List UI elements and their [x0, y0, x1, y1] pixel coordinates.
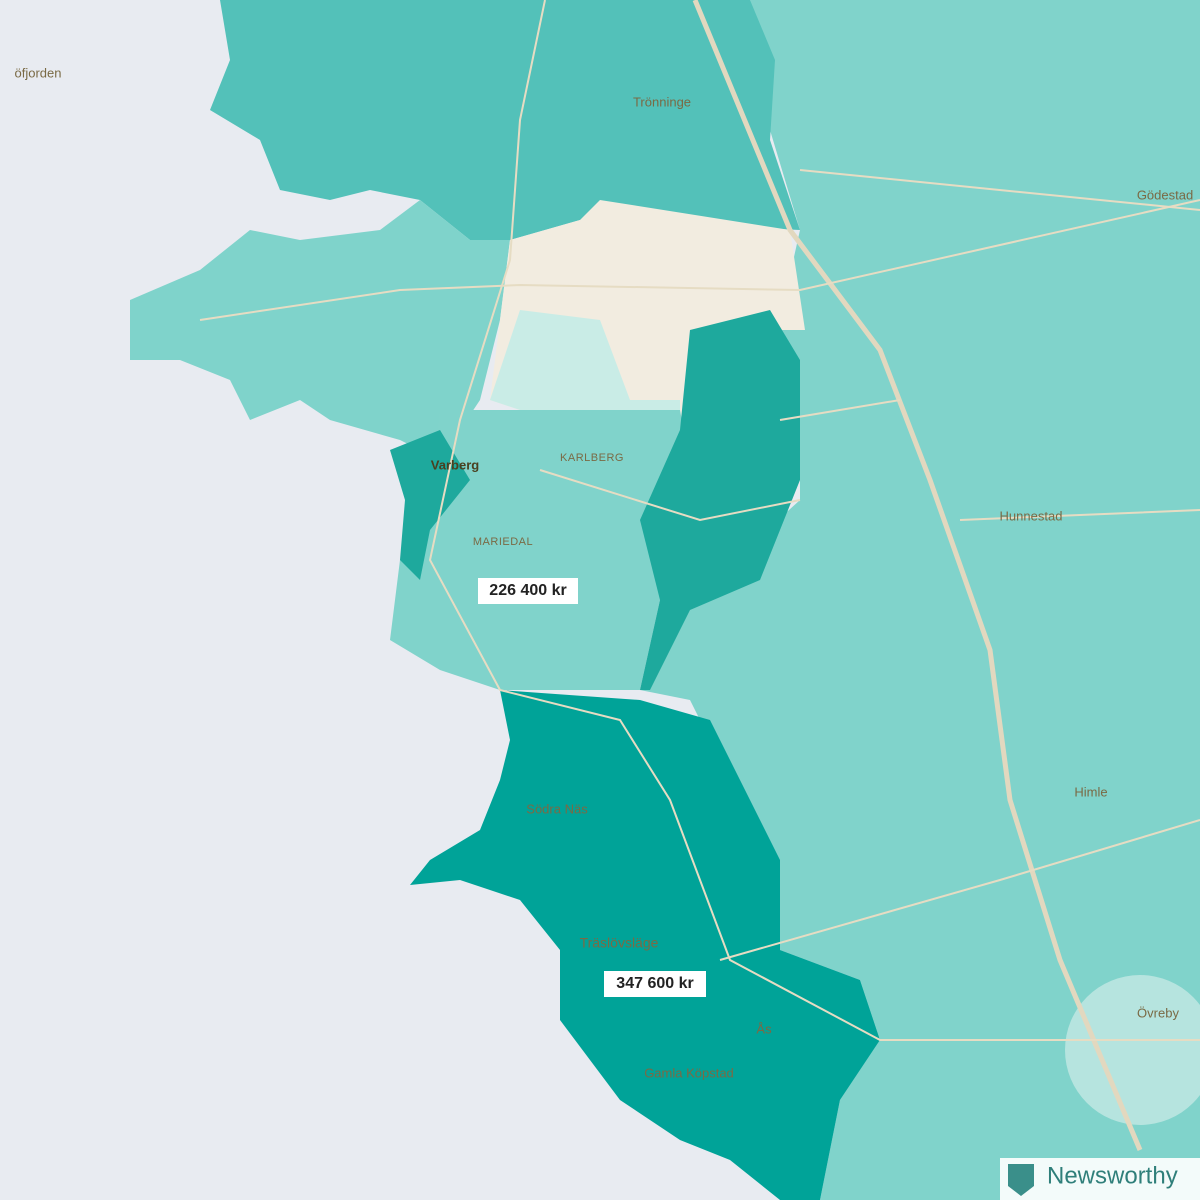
value-label: 226 400 kr	[489, 582, 566, 599]
place-label: Träslövsläge	[580, 935, 659, 951]
place-label: Övreby	[1137, 1005, 1179, 1020]
place-label: Trönninge	[633, 94, 691, 109]
place-label: Hunnestad	[1000, 508, 1063, 523]
region	[1065, 975, 1200, 1125]
value-label: 347 600 kr	[616, 975, 693, 992]
region	[210, 0, 800, 240]
road	[692, 0, 1143, 1151]
region	[410, 690, 880, 1200]
region	[130, 200, 510, 460]
place-label: Gödestad	[1137, 187, 1193, 202]
brand[interactable]: Newsworthy	[1047, 1162, 1178, 1189]
region	[640, 310, 800, 690]
place-label: Gamla Köpstad	[644, 1065, 734, 1080]
place-label: Varberg	[431, 457, 479, 472]
place-label: MARIEDAL	[473, 536, 533, 548]
region	[490, 310, 680, 430]
brand-icon	[1008, 1164, 1034, 1196]
place-label: Ås	[756, 1021, 772, 1036]
place-label: Himle	[1074, 784, 1107, 799]
value-label-bg	[478, 578, 578, 604]
road	[199, 169, 1200, 961]
place-label: Södra Näs	[526, 801, 588, 816]
value-label-bg	[604, 971, 706, 997]
road	[428, 0, 1200, 1041]
place-label: öfjorden	[15, 65, 62, 80]
place-label: KARLBERG	[560, 452, 624, 464]
